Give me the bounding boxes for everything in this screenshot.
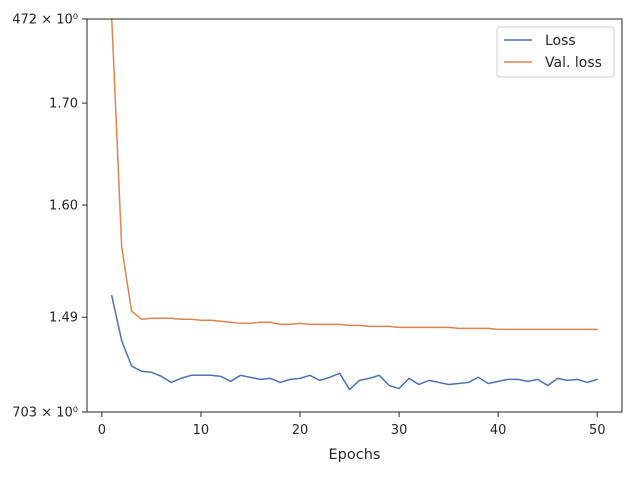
- y-tick-label: 703 × 10⁰: [12, 406, 78, 421]
- plot-area: [111, 18, 598, 391]
- x-tick-label: 0: [98, 423, 106, 438]
- x-tick-label: 20: [292, 423, 309, 438]
- ticks: 0 10 20 30 40 50 703 × 10⁰ 1.49 1.60 1.70 472 × 10…: [12, 13, 605, 439]
- y-tick-label: 1.70: [49, 97, 78, 112]
- x-tick-label: 10: [193, 423, 210, 438]
- series-line-val-loss: [111, 18, 598, 331]
- x-tick-label: 40: [490, 423, 507, 438]
- x-tick-label: 30: [391, 423, 408, 438]
- series-line-loss: [111, 295, 598, 391]
- y-tick-label: 1.60: [49, 199, 78, 214]
- legend-label-loss: Loss: [545, 33, 576, 49]
- legend: Loss Val. loss: [496, 26, 615, 78]
- legend-label-val-loss: Val. loss: [545, 55, 602, 71]
- axes-frame: [86, 18, 623, 413]
- y-tick-label: 472 × 10⁰: [12, 13, 78, 28]
- x-tick-label: 50: [589, 423, 606, 438]
- x-axis-label: Epochs: [329, 447, 381, 463]
- y-tick-label: 1.49: [49, 311, 78, 326]
